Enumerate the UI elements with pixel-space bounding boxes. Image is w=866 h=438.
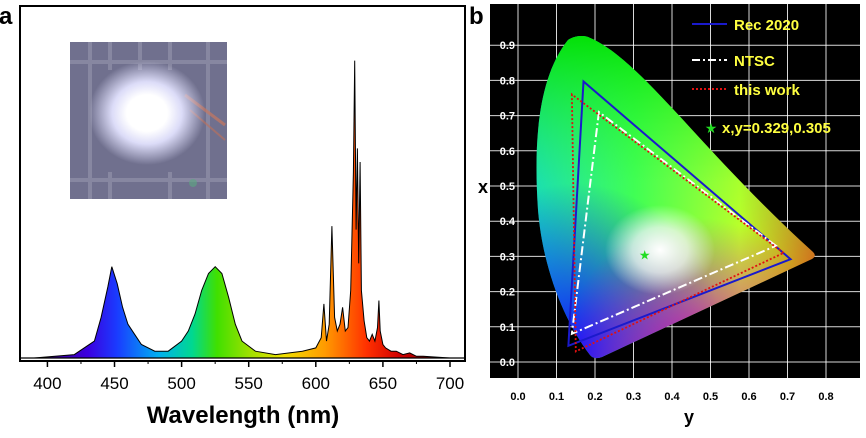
x-tick-label: 550 [235, 374, 263, 393]
y-tick-label: 0.1 [500, 322, 515, 334]
y-tick-label: 0.4 [500, 216, 516, 228]
panel-letter-b: b [470, 3, 484, 30]
y-tick-label: 0.6 [500, 146, 515, 158]
y-tick-label: 0.2 [500, 287, 515, 299]
y-tick-label: 0.8 [500, 75, 515, 87]
white-point-star-icon: ★ [639, 248, 651, 263]
legend-star-icon: ★ [705, 120, 718, 136]
y-tick-label: 0.3 [500, 251, 515, 263]
cie-chromaticity-chart: b ★ 0.0 0.1 0.2 0.3 0.4 0.5 0.6 0.7 0.8 0.00.10.… [469, 3, 860, 427]
plot-frame [19, 5, 466, 362]
x-axis-label: Wavelength (nm) [147, 402, 339, 429]
gamut-series: ★ [567, 79, 793, 353]
y-tick-label: 0.0 [500, 357, 515, 369]
x-tick-label: 0.1 [549, 391, 564, 403]
x-tick-label: 700 [436, 374, 464, 393]
x-tick-label: 0.3 [626, 391, 641, 403]
emission-spectrum-chart: a 400 450 500 550 600 650 700 Wavelength (nm) [0, 3, 466, 429]
x-tick-label: 0.6 [741, 391, 756, 403]
x-tick-label: 0.5 [703, 391, 718, 403]
y-axis-label: x [478, 177, 488, 197]
y-tick-label: 0.9 [500, 40, 515, 52]
legend-item-rec2020: Rec 2020 [692, 17, 799, 34]
x-tick-label: 500 [167, 374, 195, 393]
legend-label-this-work: this work [734, 82, 801, 99]
x-tick-label: 400 [33, 374, 61, 393]
x-axis-ticks: 400 450 500 550 600 650 700 [33, 361, 464, 393]
legend: Rec 2020 NTSC this work ★ x,y=0.329,0.30… [692, 17, 831, 137]
legend-label-rec2020: Rec 2020 [734, 17, 799, 34]
panel-b: b ★ 0.0 0.1 0.2 0.3 0.4 0.5 0.6 0.7 0.8 0.0 0.1 0.… [469, 0, 866, 433]
legend-label-white-point: x,y=0.329,0.305 [722, 120, 831, 137]
panel-a: a 400 450 500 550 600 650 700 Wavelength (nm) [0, 3, 466, 429]
x-axis-label: y [684, 407, 694, 427]
x-tick-label: 450 [100, 374, 128, 393]
spectrum-curve [20, 60, 464, 359]
panel-letter-a: a [0, 3, 13, 30]
x-tick-label: 0.2 [587, 391, 602, 403]
y-tick-label: 0.7 [500, 111, 515, 123]
x-tick-label: 650 [369, 374, 397, 393]
spectrum-area [33, 60, 451, 359]
y-tick-label: 0.5 [500, 181, 515, 193]
x-axis-ticks: 0.0 0.1 0.2 0.3 0.4 0.5 0.6 0.7 0.8 [510, 391, 833, 403]
led-photo-inset [70, 42, 227, 199]
x-tick-label: 0.4 [664, 391, 680, 403]
rec2020-triangle [567, 79, 793, 348]
this-work-triangle [570, 92, 786, 353]
legend-item-ntsc: NTSC [692, 53, 775, 70]
x-tick-label: 0.7 [780, 391, 795, 403]
x-tick-label: 600 [302, 374, 330, 393]
legend-item-this-work: this work [692, 82, 801, 99]
x-tick-label: 0.8 [818, 391, 833, 403]
legend-label-ntsc: NTSC [734, 53, 775, 70]
ntsc-triangle [570, 110, 778, 336]
x-tick-label: 0.0 [510, 391, 525, 403]
legend-item-white-point: ★ x,y=0.329,0.305 [705, 120, 831, 137]
y-axis-ticks: 0.0 0.1 0.2 0.3 0.4 0.5 0.6 0.7 0.8 0.9 [500, 40, 516, 369]
